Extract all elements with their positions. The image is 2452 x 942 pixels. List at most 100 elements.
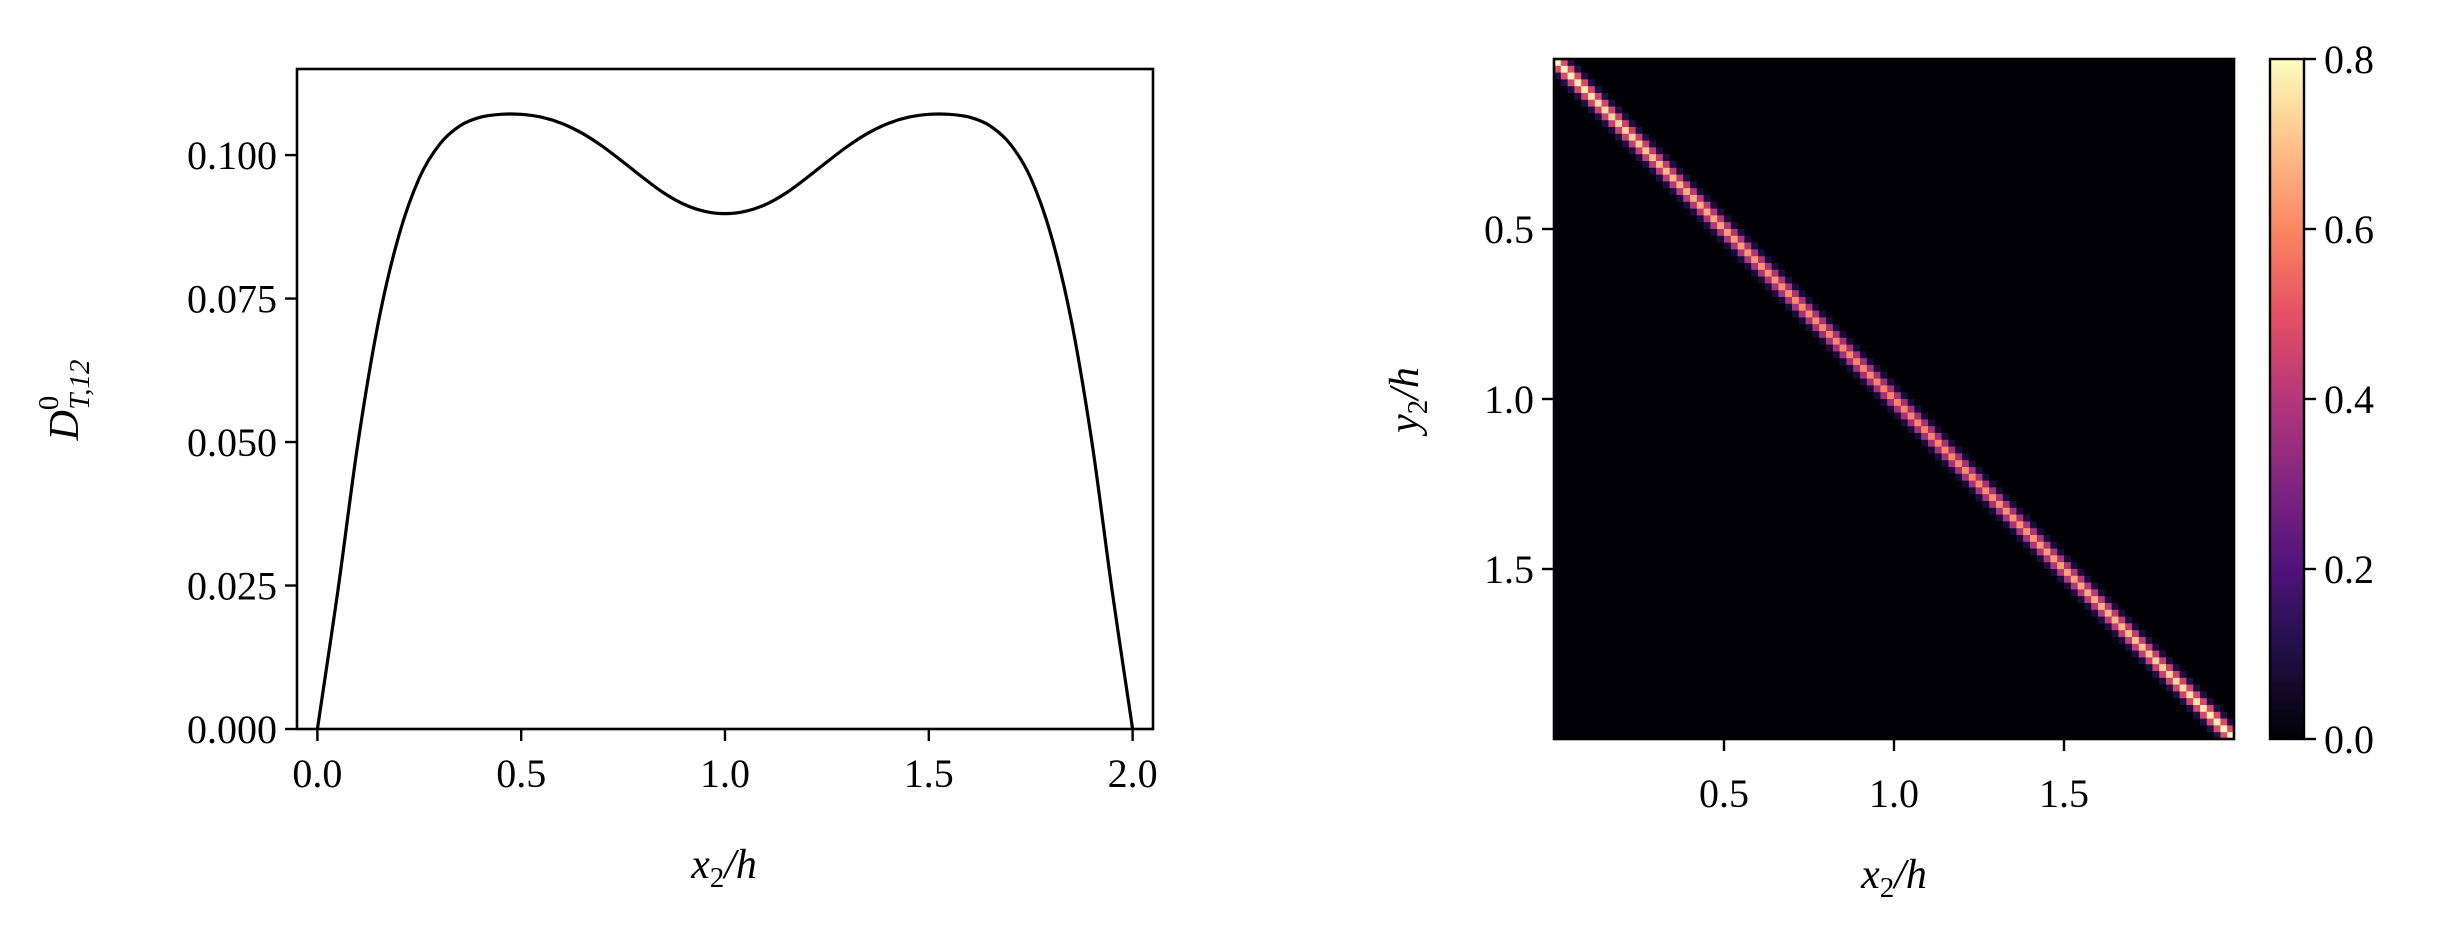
heatmap-cell <box>1696 222 1704 230</box>
heatmap-cell <box>1914 399 1922 407</box>
heatmap-cell <box>1996 487 2004 495</box>
heatmap-cell <box>1601 127 1609 135</box>
heatmap-cell <box>1982 480 1990 488</box>
heatmap-cell <box>1758 276 1766 284</box>
heatmap-cell <box>2213 698 2221 706</box>
heatmap-cell <box>1866 365 1874 373</box>
heatmap-cell <box>1805 297 1813 305</box>
heatmap-cell <box>1866 392 1874 400</box>
heatmap-cell <box>2220 725 2228 733</box>
left-x-tick-label: 2.0 <box>1108 751 1158 796</box>
heatmap-cell <box>1642 127 1650 135</box>
heatmap-cell <box>2043 535 2051 543</box>
heatmap-cell <box>1860 371 1868 379</box>
heatmap-cell <box>2009 535 2017 543</box>
heatmap-cell <box>1785 303 1793 311</box>
heatmap-cell <box>1662 167 1670 175</box>
heatmap-cell <box>1608 93 1616 101</box>
heatmap-cell <box>1982 473 1990 481</box>
heatmap-cell <box>1962 453 1970 461</box>
right-x-ticks: 0.5 1.0 1.5 <box>1699 739 2089 816</box>
heatmap-cell <box>1649 147 1657 155</box>
heatmap-cell <box>1676 167 1684 175</box>
heatmap-cell <box>1628 127 1636 135</box>
heatmap-cell <box>1642 133 1650 141</box>
heatmap-cell <box>2104 589 2112 597</box>
heatmap-cell <box>1758 283 1766 291</box>
heatmap-cell <box>2050 569 2058 577</box>
heatmap-cell <box>1628 120 1636 128</box>
heatmap-cell <box>2179 677 2187 685</box>
heatmap-cell <box>1601 86 1609 94</box>
heatmap-cell <box>1934 453 1942 461</box>
heatmap-cell <box>1669 181 1677 189</box>
heatmap-cell <box>2118 643 2126 651</box>
heatmap-cell <box>2118 609 2126 617</box>
heatmap-cell <box>1758 256 1766 264</box>
heatmap-cell <box>2125 650 2133 658</box>
left-ylabel-sup: 0 <box>33 396 65 411</box>
heatmap-cell <box>1615 127 1623 135</box>
heatmap-cell <box>2016 521 2024 529</box>
heatmap-cell <box>1900 419 1908 427</box>
heatmap-cell <box>2091 616 2099 624</box>
left-x-tick-label: 1.0 <box>700 751 750 796</box>
heatmap-cell <box>1955 460 1963 468</box>
heatmap-cell <box>1982 507 1990 515</box>
right-x-axis-label: x2/h <box>1860 852 1927 904</box>
heatmap-cell <box>2200 711 2208 719</box>
heatmap-cell <box>2118 616 2126 624</box>
heatmap-cell <box>2104 623 2112 631</box>
heatmap-cell <box>1669 195 1677 203</box>
heatmap-cell <box>2036 535 2044 543</box>
heatmap-cell <box>1628 113 1636 121</box>
heatmap-cell <box>1873 378 1881 386</box>
heatmap-cell <box>1900 399 1908 407</box>
left-y-tick-label: 0.100 <box>187 133 277 178</box>
heatmap-cell <box>2002 514 2010 522</box>
heatmap-cell <box>1764 263 1772 271</box>
heatmap-cell <box>2145 637 2153 645</box>
heatmap-cell <box>2152 637 2160 645</box>
heatmap-cell <box>2002 507 2010 515</box>
heatmap-cell <box>2111 623 2119 631</box>
heatmap-cell <box>1615 106 1623 114</box>
heatmap-cell <box>1894 378 1902 386</box>
heatmap-cell <box>1826 324 1834 332</box>
left-y-tick-label: 0.025 <box>187 564 277 609</box>
heatmap-cell <box>1764 276 1772 284</box>
heatmap-cell <box>2009 501 2017 509</box>
heatmap-cell <box>2043 562 2051 570</box>
heatmap-cell <box>2091 575 2099 583</box>
heatmap-cell <box>2084 575 2092 583</box>
heatmap-cell <box>2077 596 2085 604</box>
heatmap-cell <box>2016 528 2024 536</box>
heatmap-cell <box>1690 201 1698 209</box>
heatmap-cell <box>2043 528 2051 536</box>
heatmap-cell <box>1832 331 1840 339</box>
heatmap-cell <box>2064 569 2072 577</box>
heatmap-cell <box>1860 385 1868 393</box>
heatmap-cell <box>1683 195 1691 203</box>
heatmap-cell <box>2057 569 2065 577</box>
heatmap-cell <box>1873 358 1881 366</box>
heatmap-cell <box>2125 609 2133 617</box>
heatmap-cell <box>1928 439 1936 447</box>
heatmap-cell <box>2030 548 2038 556</box>
heatmap-cell <box>1601 93 1609 101</box>
heatmap-cell <box>1642 154 1650 162</box>
heatmap-cell <box>1798 324 1806 332</box>
heatmap-cell <box>2213 711 2221 719</box>
heatmap-cell <box>1873 399 1881 407</box>
heatmap-cell <box>1676 181 1684 189</box>
heatmap-cell <box>1581 79 1589 87</box>
heatmap-cell <box>1921 433 1929 441</box>
heatmap-cell <box>2206 718 2214 726</box>
heatmap-cell <box>1574 86 1582 94</box>
heatmap-cell <box>2104 596 2112 604</box>
heatmap-cell <box>2166 657 2174 665</box>
heatmap-cell <box>1764 283 1772 291</box>
heatmap-cell <box>1656 181 1664 189</box>
heatmap-cell <box>2132 650 2140 658</box>
heatmap-cell <box>1778 283 1786 291</box>
